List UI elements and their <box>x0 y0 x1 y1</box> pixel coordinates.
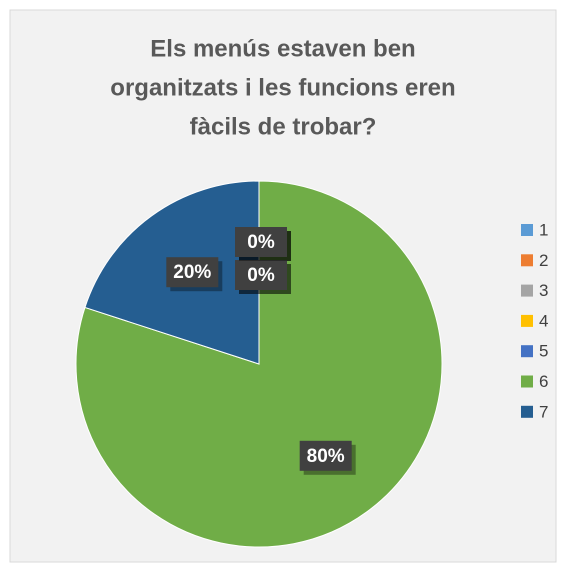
legend-swatch <box>521 405 533 418</box>
data-label-box <box>166 257 219 288</box>
legend-swatch <box>521 314 533 327</box>
legend-label: 1 <box>539 220 548 239</box>
legend-label: 6 <box>539 372 548 391</box>
legend-label: 7 <box>539 402 548 421</box>
chart-title: Els menús estaven ben <box>150 35 415 62</box>
data-label-box <box>235 260 287 290</box>
legend-swatch <box>521 345 533 358</box>
legend-swatch <box>521 375 533 388</box>
legend-label: 5 <box>539 342 548 361</box>
chart-title: fàcils de trobar? <box>190 113 377 140</box>
data-label-box <box>299 440 352 471</box>
data-label-box <box>235 227 287 257</box>
legend-label: 3 <box>539 281 548 300</box>
data-label: 0% <box>247 232 275 253</box>
data-label: 0% <box>247 265 275 286</box>
legend-swatch <box>521 224 533 236</box>
data-label: 80% <box>307 446 345 467</box>
legend-swatch <box>521 284 533 297</box>
legend-swatch <box>521 254 533 267</box>
chart-title: organitzats i les funcions eren <box>110 74 455 101</box>
data-label: 20% <box>173 262 211 283</box>
legend-label: 2 <box>539 251 548 270</box>
legend-label: 4 <box>539 311 548 330</box>
